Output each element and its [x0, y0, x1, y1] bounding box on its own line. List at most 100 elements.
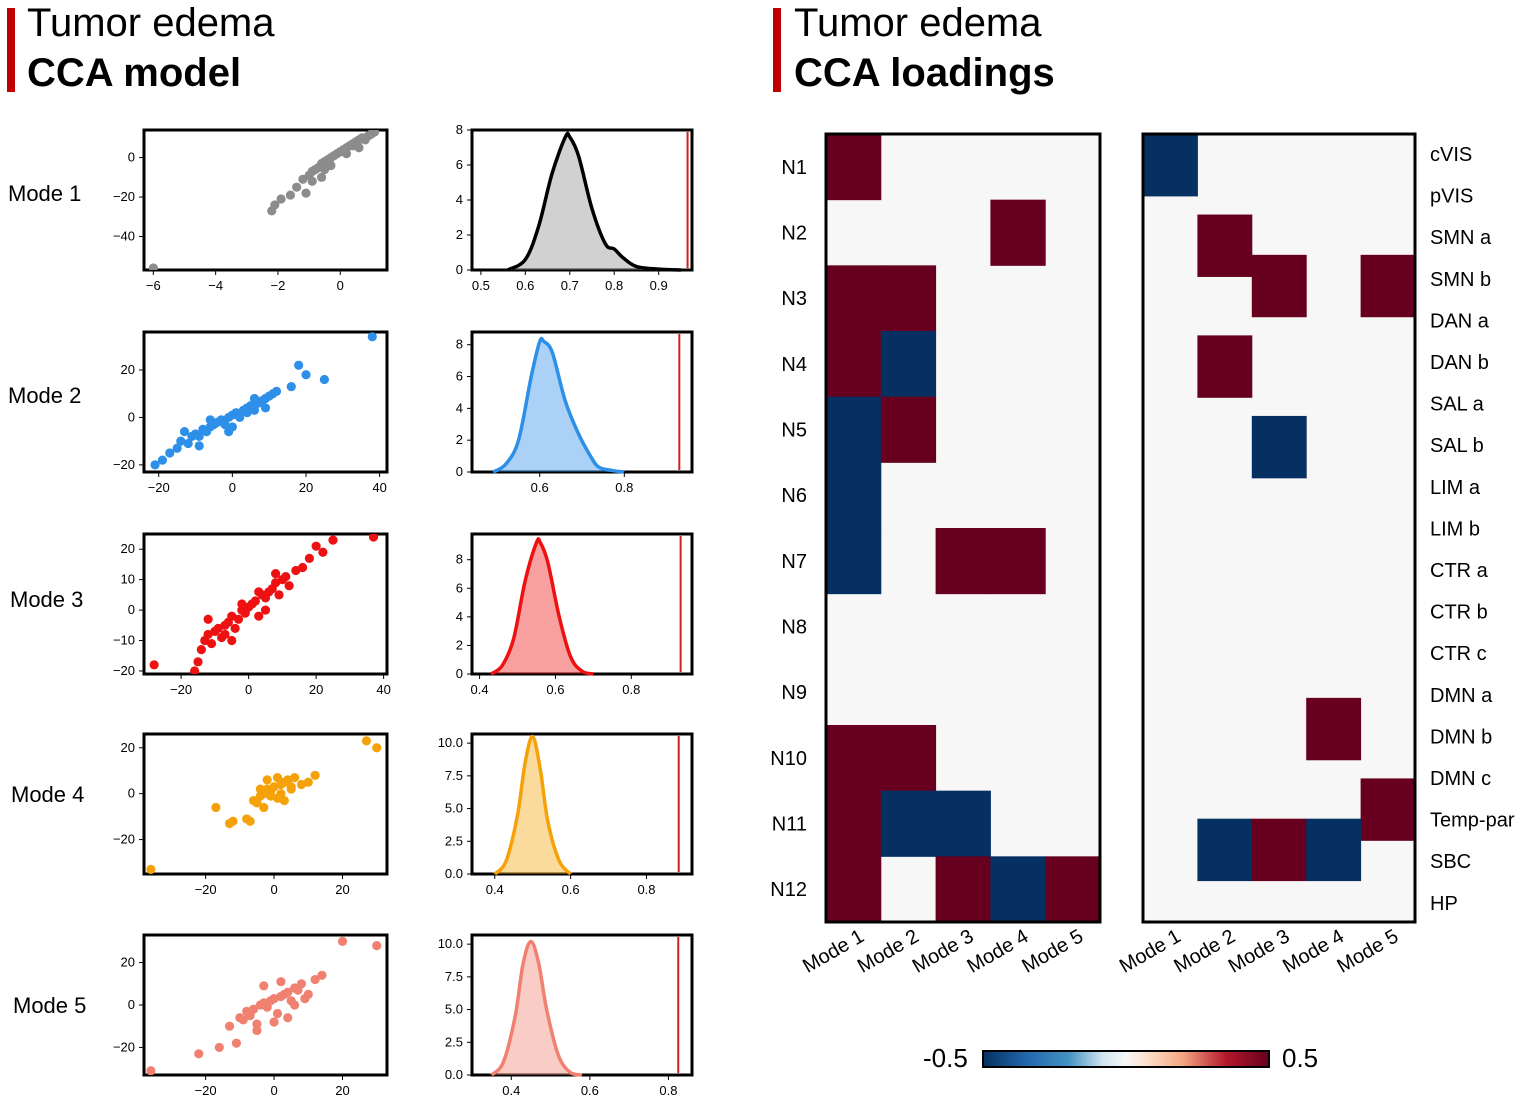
right-title-line2: CCA loadings — [794, 51, 1055, 95]
heatmap-regions-cell — [1306, 697, 1362, 761]
scatter-2-points — [150, 332, 377, 470]
kde-3-ytick-label: 4 — [456, 609, 463, 624]
heatmap-networks-cell — [826, 790, 882, 857]
heatmap-networks-col-label: Mode 1 — [799, 925, 868, 977]
scatter-2-xtick-label: 20 — [299, 480, 313, 495]
heatmap-networks-cell — [990, 528, 1046, 595]
heatmap-networks-row-label: N12 — [770, 879, 807, 901]
kde-1-xtick-label: 0.7 — [561, 278, 579, 293]
scatter-2-point — [235, 412, 245, 423]
scatter-3-ytick-label: −10 — [113, 633, 135, 648]
scatter-5-point — [337, 936, 348, 946]
heatmap-regions-cell — [1197, 335, 1253, 398]
scatter-3-point — [203, 614, 213, 624]
kde-4-xtick-label: 0.8 — [637, 882, 655, 897]
left-title-line1: Tumor edema — [27, 1, 275, 45]
heatmap-networks-cell — [826, 528, 882, 595]
heatmap-networks-cell — [826, 134, 882, 201]
heatmap-networks-col-label: Mode 4 — [964, 925, 1033, 977]
scatter-3-point — [230, 623, 240, 633]
scatter-5-point — [214, 1042, 224, 1053]
heatmap-regions-row-label: SAL b — [1430, 435, 1484, 457]
heatmap-regions-row-label: CTR b — [1430, 602, 1488, 624]
scatter-5-ytick-label: 20 — [121, 955, 135, 970]
scatter-5-xtick-label: −20 — [195, 1083, 217, 1098]
kde-4-curve — [493, 734, 572, 876]
scatter-5-point — [272, 1008, 283, 1019]
scatter-4-ytick-label: 0 — [128, 786, 135, 801]
scatter-2-point — [150, 460, 160, 470]
colorbar-min-label: -0.5 — [923, 1043, 968, 1073]
scatter-2-point — [220, 419, 230, 430]
scatter-2-point — [271, 386, 282, 396]
scatter-5-points — [146, 936, 382, 1075]
scatter-4-xtick-label: 20 — [335, 882, 349, 897]
heatmap-networks-row-label: N8 — [781, 617, 807, 639]
scatter-1-point — [341, 149, 352, 159]
heatmap-networks-cell — [826, 462, 882, 529]
heatmap-networks-cell — [935, 790, 991, 857]
kde-2-ytick-label: 8 — [456, 337, 463, 352]
heatmap-networks-cell — [880, 331, 937, 398]
scatter-1-ytick-label: −40 — [113, 228, 135, 243]
scatter-3-point — [193, 657, 203, 667]
scatter-1-point — [320, 164, 330, 175]
scatter-4-xtick-label: −20 — [195, 882, 217, 897]
heatmap-regions-col-label: Mode 4 — [1279, 925, 1348, 977]
heatmap-networks-cell — [990, 199, 1046, 266]
scatter-3-points — [149, 534, 379, 674]
heatmap-regions-row-label: LIM a — [1430, 477, 1481, 499]
heatmap-networks-cell — [880, 265, 937, 332]
scatter-4-ytick-label: 20 — [121, 740, 135, 755]
scatter-5-point — [296, 979, 307, 989]
scatter-3-point — [250, 596, 260, 606]
heatmap-networks-row-label: N7 — [781, 551, 807, 573]
scatter-2-point — [183, 438, 193, 449]
scatter-4-point — [228, 816, 238, 826]
kde-5-curve — [490, 939, 583, 1077]
kde-2-ytick-label: 0 — [456, 464, 463, 479]
heatmap-regions-cell — [1360, 778, 1416, 841]
scatter-2-point — [242, 408, 252, 418]
scatter-4-point — [259, 802, 269, 813]
heatmap-networks-row-label: N10 — [770, 748, 807, 770]
kde-2-ytick-label: 2 — [456, 432, 463, 447]
scatter-3-point — [284, 581, 294, 591]
kde-2-area — [493, 338, 625, 472]
kde-2-xtick-label: 0.6 — [531, 480, 549, 495]
heatmap-networks-col-label: Mode 3 — [909, 925, 978, 977]
scatter-1-point — [148, 263, 158, 270]
scatter-4-point — [361, 736, 372, 746]
scatter-2-xtick-label: 0 — [229, 480, 236, 495]
scatter-5-point — [252, 1019, 262, 1029]
scatter-3-ytick-label: 10 — [121, 572, 135, 587]
heatmap-regions-row-label: DAN b — [1430, 352, 1489, 374]
scatter-2-ytick-label: 20 — [121, 362, 135, 377]
heatmap-regions-cell — [1251, 254, 1307, 318]
scatter-4-ytick-label: −20 — [113, 832, 135, 847]
kde-4-xtick-label: 0.6 — [562, 882, 580, 897]
kde-5-ytick-label: 7.5 — [445, 969, 463, 984]
heatmap-regions-row-label: SMN a — [1430, 227, 1492, 249]
colorbar — [982, 1050, 1270, 1068]
scatter-1-xtick-label: −6 — [146, 278, 161, 293]
kde-3-xtick-label: 0.6 — [546, 682, 564, 697]
scatter-4-point — [272, 773, 283, 783]
heatmap-regions-cell — [1197, 818, 1253, 882]
heatmap-networks-row-label: N4 — [781, 354, 807, 376]
scatter-5-point — [276, 977, 286, 987]
heatmap-networks-cell — [880, 396, 937, 463]
scatter-5-point — [269, 1017, 279, 1027]
scatter-1-point — [348, 141, 358, 151]
scatter-2-point — [286, 381, 296, 392]
heatmap-networks-cell — [990, 856, 1046, 923]
scatter-2-point — [157, 455, 168, 465]
kde-3-area — [490, 538, 594, 674]
heatmap-networks-cell — [935, 528, 991, 595]
heatmap-regions-col-label: Mode 3 — [1225, 925, 1294, 977]
scatter-1-point — [369, 130, 380, 137]
scatter-5-point — [224, 1021, 235, 1031]
scatter-1-ytick-label: −20 — [113, 189, 135, 204]
kde-1-xtick-label: 0.5 — [472, 278, 490, 293]
kde-1-ytick-label: 6 — [456, 157, 463, 172]
